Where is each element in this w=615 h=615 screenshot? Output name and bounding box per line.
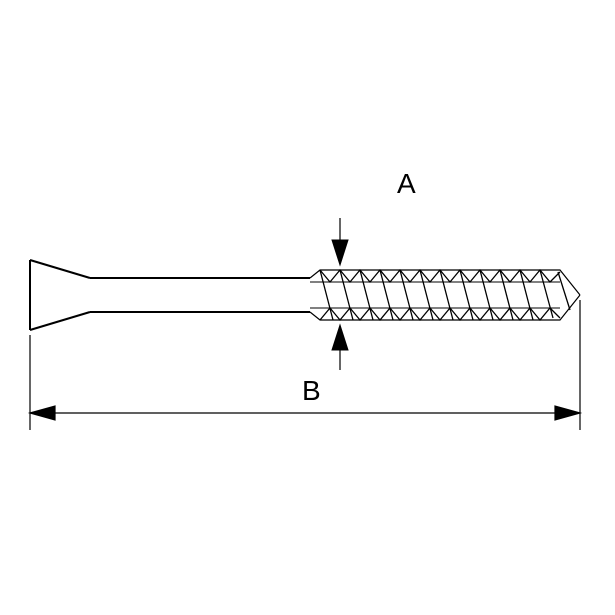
screw-diagram: A B [0,0,615,615]
screw-svg [0,0,615,615]
screw-head [30,260,90,330]
label-A: A [397,168,416,200]
screw-thread [310,270,580,320]
screw-shank [90,278,310,312]
label-B: B [296,375,327,407]
